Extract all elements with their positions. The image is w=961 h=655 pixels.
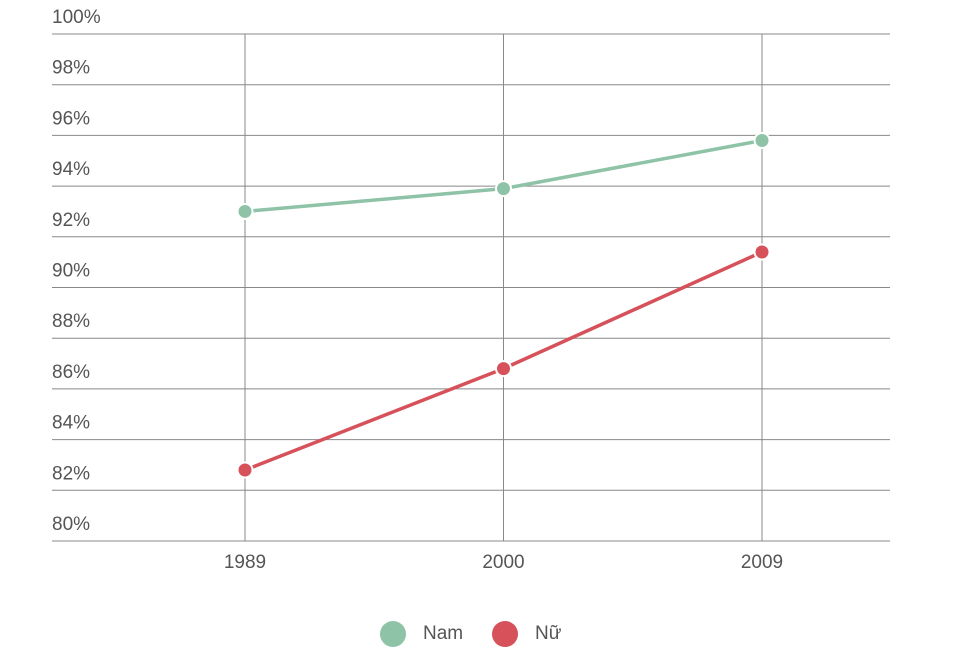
x-tick-label: 1989: [224, 552, 266, 573]
legend-label: Nữ: [535, 623, 562, 644]
y-tick-label: 92%: [52, 210, 90, 231]
y-tick-label: 98%: [52, 58, 90, 79]
data-point: [495, 180, 512, 198]
data-point: [753, 243, 771, 261]
legend-label: Nam: [423, 623, 463, 644]
y-tick-label: 86%: [52, 362, 90, 383]
x-tick-label: 2000: [482, 552, 524, 573]
y-tick-label: 96%: [52, 108, 90, 129]
y-tick-label: 90%: [52, 261, 90, 282]
data-point: [236, 461, 254, 479]
legend-swatch: [492, 621, 518, 647]
data-point: [495, 360, 512, 378]
y-tick-label: 80%: [52, 514, 90, 535]
y-tick-label: 84%: [52, 413, 90, 434]
y-tick-label: 82%: [52, 463, 90, 484]
y-tick-label: 88%: [52, 311, 90, 332]
data-point: [753, 131, 771, 149]
data-point: [236, 202, 254, 220]
y-tick-label: 100%: [52, 7, 101, 28]
x-tick-label: 2009: [741, 552, 783, 573]
legend-swatch: [380, 621, 406, 647]
y-tick-label: 94%: [52, 159, 90, 180]
